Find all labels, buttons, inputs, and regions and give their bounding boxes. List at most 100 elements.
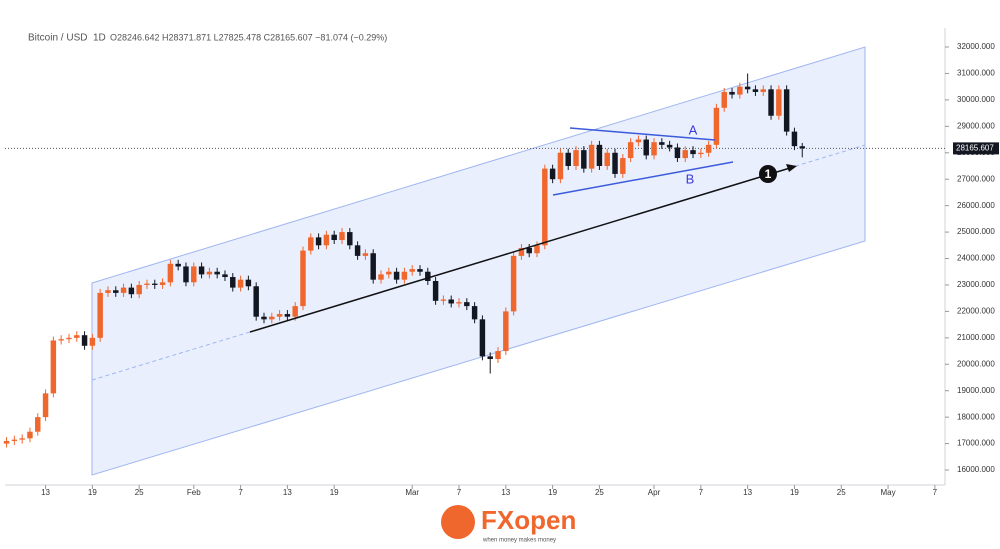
candle-body	[768, 89, 774, 116]
candle-body	[11, 439, 18, 441]
candle-body	[222, 274, 228, 278]
candle-body	[284, 314, 291, 317]
candle-body	[315, 237, 322, 246]
candle-body	[144, 283, 150, 285]
y-tick-label: 22000.000	[957, 307, 995, 316]
candle-body	[432, 280, 439, 301]
y-tick-label: 24000.000	[957, 254, 995, 263]
x-tick-label: 7	[699, 488, 704, 497]
candle-body	[425, 271, 431, 281]
annotation-b: B	[686, 171, 695, 186]
candle-body	[81, 335, 88, 346]
candle-body	[643, 139, 649, 156]
candle-body	[651, 142, 657, 156]
x-tick-label: 13	[743, 488, 752, 497]
y-tick-label: 30000.000	[957, 95, 995, 104]
x-tick-label: 25	[135, 488, 144, 497]
candle-body	[128, 287, 135, 295]
regression-channel	[91, 46, 866, 476]
candle-body	[105, 290, 111, 293]
tagline: when money makes money	[482, 538, 556, 544]
x-tick-label: 7	[457, 488, 462, 497]
x-tick-label: 25	[837, 488, 846, 497]
candle-body	[752, 89, 759, 92]
candle-body	[573, 150, 579, 166]
logo-icon	[441, 505, 475, 539]
candle-body	[510, 255, 517, 312]
candle-body	[588, 144, 595, 169]
x-tick-label: Mar	[405, 488, 419, 497]
candle-body	[292, 306, 298, 317]
y-tick-label: 27000.000	[957, 174, 995, 183]
candle-body	[705, 144, 712, 153]
candle-body	[393, 271, 400, 280]
candle-body	[253, 286, 259, 317]
candle-body	[698, 152, 704, 155]
candle-body	[581, 150, 587, 169]
y-tick-label: 32000.000	[957, 42, 995, 51]
candle-body	[152, 283, 158, 285]
candle-body	[534, 245, 540, 254]
candle-body	[627, 142, 634, 159]
candle-body	[97, 292, 103, 338]
y-tick-label: 19000.000	[957, 386, 995, 395]
candle-body	[620, 158, 626, 174]
y-tick-label: 20000.000	[957, 359, 995, 368]
plot-area: 16000.000 17000.000 18000.000 19000.000 2000…	[3, 42, 999, 497]
x-tick-label: 19	[88, 488, 97, 497]
x-tick-label: 7	[238, 488, 243, 497]
y-tick-label: 17000.000	[957, 439, 995, 448]
candle-body	[191, 266, 197, 283]
candle-body	[549, 168, 556, 180]
candle-body	[347, 232, 353, 246]
candle-body	[167, 263, 174, 283]
candle-body	[487, 356, 493, 359]
candle-body	[19, 438, 25, 440]
x-tick-label: Feb	[187, 488, 201, 497]
candle-body	[456, 302, 462, 304]
candle-body	[159, 282, 166, 285]
triangle-line-a	[569, 127, 716, 141]
candle-body	[721, 91, 727, 108]
candle-body	[386, 271, 392, 275]
x-tick-label: 13	[41, 488, 50, 497]
candle-body	[331, 234, 337, 241]
candle-body	[799, 146, 805, 149]
interval: 1D	[93, 33, 106, 44]
x-tick-label: 19	[548, 488, 557, 497]
x-tick-label: 13	[283, 488, 292, 497]
candle-body	[744, 86, 751, 90]
candle-body	[464, 302, 470, 307]
candle-body	[370, 253, 376, 280]
candle-body	[596, 144, 603, 166]
candle-body	[440, 299, 447, 301]
candle-body	[175, 263, 181, 267]
x-tick-label: Apr	[648, 488, 661, 497]
candle-body	[120, 287, 127, 293]
x-tick-label: 19	[790, 488, 799, 497]
last-price-label: 28165.607	[956, 143, 994, 152]
candle-body	[136, 284, 142, 295]
candle-body	[542, 168, 548, 246]
symbol: Bitcoin / USD	[28, 33, 87, 44]
candle-body	[42, 393, 49, 418]
brand: FXopen	[481, 505, 576, 535]
y-tick-label: 29000.000	[957, 121, 995, 130]
candle-body	[401, 271, 408, 280]
trend-arrow	[786, 164, 797, 172]
y-tick-label: 23000.000	[957, 280, 995, 289]
annotation-a: A	[689, 122, 698, 137]
candle-body	[713, 107, 720, 145]
candle-body	[323, 234, 330, 246]
annotation-marker	[759, 165, 777, 183]
candle-body	[276, 314, 283, 317]
candle-body	[308, 237, 314, 251]
y-tick-label: 16000.000	[957, 465, 995, 474]
candle-body	[737, 86, 743, 95]
candle-body	[245, 279, 252, 287]
candle-body	[237, 279, 244, 288]
candle-body	[339, 232, 345, 241]
candle-body	[495, 351, 501, 359]
candle-body	[300, 250, 306, 307]
candle-body	[183, 266, 189, 283]
